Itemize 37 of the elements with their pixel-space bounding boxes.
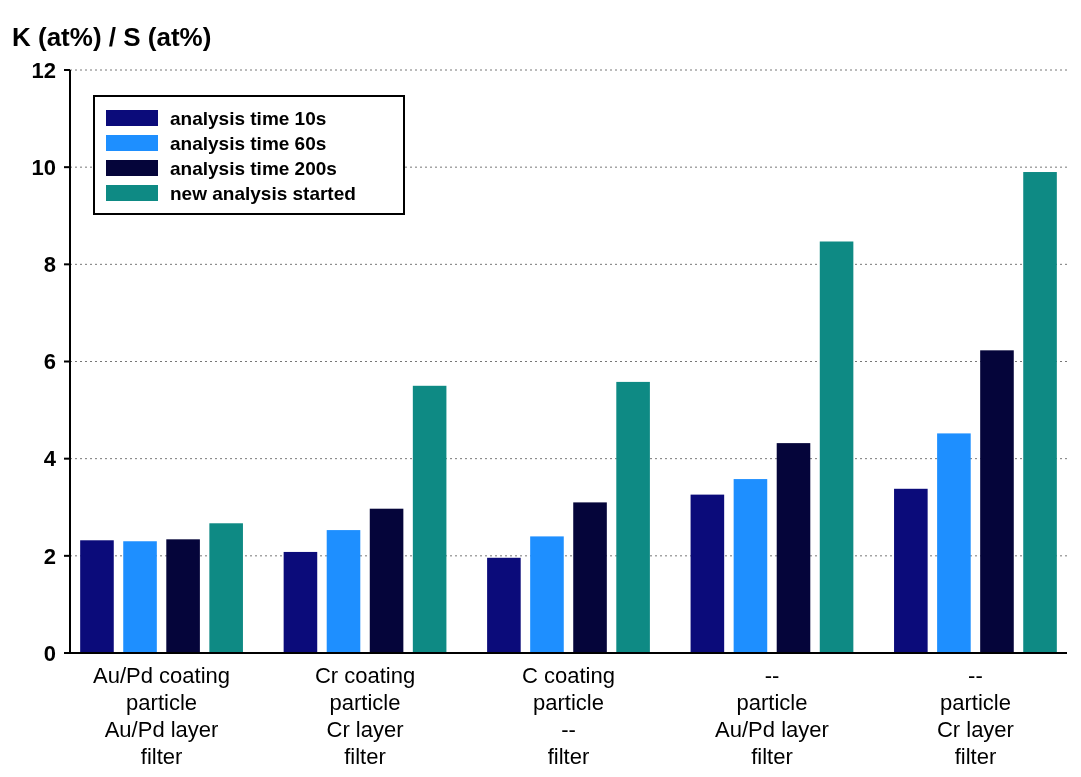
y-tick-label: 2	[43, 543, 56, 569]
bar	[166, 539, 200, 653]
bar	[209, 523, 243, 653]
y-tick-label: 10	[31, 154, 56, 180]
bar	[412, 385, 447, 653]
bar	[326, 530, 361, 653]
legend-label: analysis time 10s	[170, 107, 327, 129]
x-tick-label: -- particle Au/Pd layer filter	[715, 663, 829, 769]
bar	[369, 508, 404, 653]
bar	[733, 479, 768, 653]
bar	[530, 536, 564, 653]
x-tick-label: -- particle Cr layer filter	[936, 663, 1014, 769]
x-tick-label: Cr coating particle Cr layer filter	[314, 663, 416, 769]
bar	[123, 541, 157, 653]
y-tick-label: 4	[43, 446, 57, 472]
bar	[819, 241, 854, 653]
y-tick-label: 6	[43, 349, 56, 375]
bar	[690, 494, 725, 653]
bar	[487, 557, 521, 653]
bar	[283, 551, 318, 653]
bar	[776, 443, 811, 653]
bar	[573, 502, 607, 653]
x-tick-label: C coating particle -- filter	[522, 663, 615, 769]
y-tick-label: 0	[43, 640, 56, 666]
legend-label: analysis time 60s	[170, 132, 327, 154]
bar	[1023, 172, 1057, 653]
legend-label: analysis time 200s	[170, 157, 337, 179]
bar	[937, 433, 971, 653]
bar	[80, 540, 114, 653]
y-tick-label: 12	[31, 57, 56, 83]
bar	[980, 350, 1014, 653]
legend-label: new analysis started	[170, 182, 356, 204]
y-tick-label: 8	[43, 252, 56, 278]
y-axis-title: K (at%) / S (at%)	[12, 22, 212, 52]
x-tick-label: Au/Pd coating particle Au/Pd layer filter	[93, 663, 231, 769]
bar	[616, 381, 650, 653]
bar	[894, 488, 928, 653]
